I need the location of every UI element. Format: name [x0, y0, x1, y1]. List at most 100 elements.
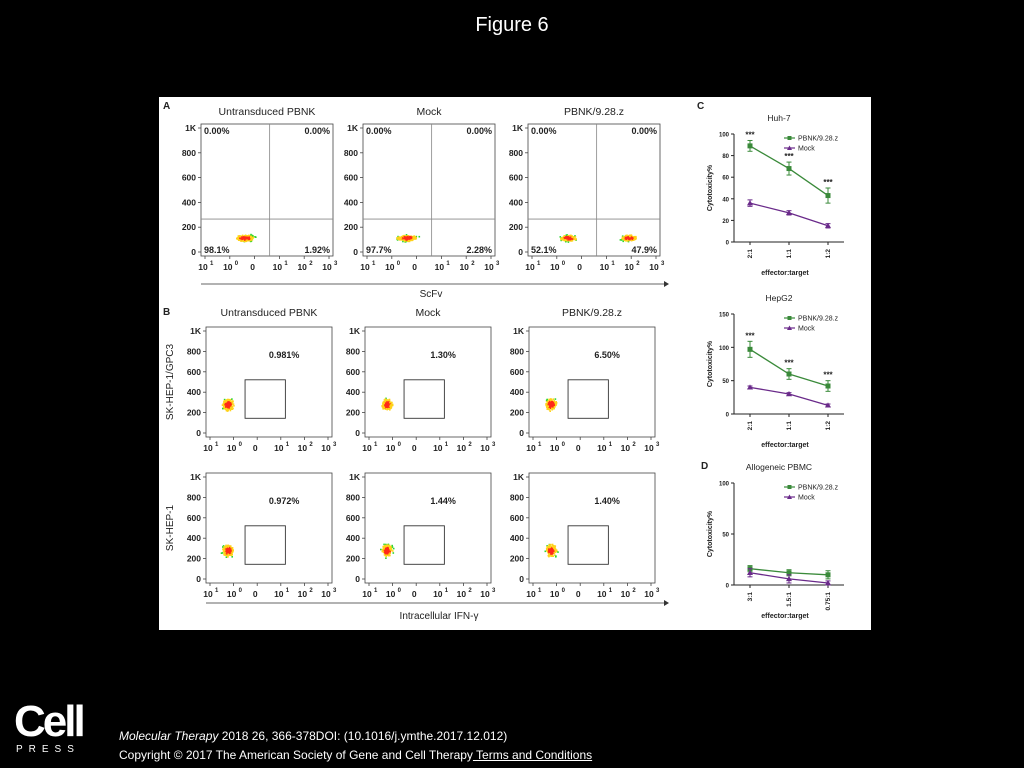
panel-a-plot-3-pos-dots [619, 234, 637, 243]
flow-event [384, 548, 386, 551]
flow-event [243, 239, 245, 241]
flow-event [400, 239, 402, 241]
flow-event [552, 405, 555, 407]
panel-a-plot-2-xtick-label: 10 [385, 262, 395, 272]
panel-a-plot-3-ytick-label: 800 [509, 148, 523, 158]
flow-event [547, 406, 549, 409]
flow-event [251, 236, 254, 239]
panel-b-plot-r1c3-xtick-label: 10 [644, 443, 654, 453]
flow-event [223, 546, 226, 549]
flow-event [225, 556, 228, 558]
chart-2-xtick-label: 1:1 [786, 421, 793, 431]
panel-a-plot-1-xtick-exponent: 3 [334, 261, 338, 267]
flow-event [565, 239, 568, 242]
flow-event [250, 233, 252, 236]
chart-2-ytick-label: 50 [722, 379, 729, 385]
flow-event [222, 407, 224, 410]
flow-event [623, 236, 626, 239]
flow-event [223, 549, 225, 552]
flow-event [399, 237, 401, 239]
flow-event [388, 408, 391, 410]
flow-event [226, 548, 228, 550]
flow-event [570, 234, 572, 237]
terms-and-conditions-link[interactable]: Terms and Conditions [472, 748, 593, 762]
panel-b-plot-r1c1-gate [244, 379, 286, 419]
panel-b-plot-r1c1-xtick-label: 10 [203, 443, 213, 453]
panel-a-plot-1-q-lower-left: 98.1% [204, 245, 230, 255]
flow-event [554, 545, 557, 547]
panel-b-plot-r2c1-xtick-label: 10 [321, 589, 331, 599]
flow-event [250, 238, 252, 240]
flow-event [383, 551, 386, 554]
flow-event [223, 407, 226, 410]
chart-2-xtick-label: 1:2 [825, 421, 832, 431]
flow-event [388, 398, 391, 401]
flow-event [385, 403, 387, 406]
chart-2-significance: *** [784, 359, 794, 368]
flow-event [387, 547, 390, 550]
panel-b-plot-r1c1-ytick-label: 0 [196, 428, 201, 438]
flow-event [412, 236, 414, 239]
flow-event [403, 239, 406, 242]
flow-event [391, 404, 394, 407]
flow-event [228, 545, 230, 547]
flow-event [223, 553, 225, 555]
flow-event [554, 398, 557, 400]
flow-event [554, 554, 556, 556]
flow-event [629, 235, 631, 238]
flow-event [387, 403, 390, 406]
panel-a-plot-3-q-upper-left: 0.00% [531, 126, 557, 136]
flow-event [405, 238, 408, 240]
flow-event [387, 401, 389, 403]
flow-event [221, 552, 224, 554]
flow-event [231, 556, 233, 558]
panel-b-plot-r1c3-frame [528, 326, 656, 438]
cell-press-logo: Cell PRESS [14, 700, 86, 756]
chart-3-series-2-point [825, 579, 831, 586]
flow-event [549, 407, 552, 409]
flow-event [548, 552, 551, 555]
flow-event [385, 408, 388, 410]
chart-3-series-1-point [786, 570, 792, 576]
panel-a-plot-2-title: Mock [416, 106, 442, 118]
panel-b-plot-r1c2-xtick-label: 10 [457, 443, 467, 453]
panel-b-plot-r2c1-xtick-exponent: 1 [215, 588, 219, 594]
chart-3-ytick-label: 100 [719, 482, 730, 488]
panel-b-plot-r2c1-frame [205, 472, 333, 584]
chart-1-significance: *** [823, 178, 833, 187]
panel-a-plot-2-xtick-label: 10 [484, 262, 494, 272]
flow-event [223, 400, 226, 402]
panel-b-plot-r2c3-xtick-label: 10 [644, 589, 654, 599]
flow-event [228, 405, 231, 408]
panel-b-plot-r2c1-ytick-label: 200 [187, 554, 201, 564]
flow-event [561, 238, 564, 240]
panel-a-plot-1-xtick-label: 10 [223, 262, 233, 272]
panel-b-plot-r1c1-ytick-label: 800 [187, 346, 201, 356]
flow-event [555, 401, 557, 403]
flow-event [226, 552, 229, 554]
chart-1-series-1-point [747, 143, 753, 149]
panel-a-plot-3-xtick-exponent: 1 [611, 261, 615, 267]
flow-event [383, 554, 386, 556]
flow-event [570, 240, 572, 242]
chart-3-legend-marker [787, 485, 792, 489]
panel-b-plot-r2c2-xtick-label: 10 [386, 589, 396, 599]
flow-event [222, 546, 224, 548]
flow-event [415, 235, 418, 238]
flow-event [392, 547, 395, 550]
flow-event [402, 239, 405, 241]
flow-event [381, 405, 383, 407]
flow-event [627, 236, 629, 238]
chart-2-series-1-point [786, 371, 792, 377]
flow-event [574, 236, 577, 238]
flow-event [227, 556, 229, 558]
flow-event [228, 403, 230, 405]
chart-3-xtick-label: 0.75:1 [825, 592, 832, 611]
panel-b-plot-r2c1-xtick-label: 10 [227, 589, 237, 599]
chart-3-xtick-label: 1.5:1 [786, 592, 793, 607]
chart-2-legend-marker [787, 316, 792, 320]
panel-a-plot-1-ytick-label: 1K [185, 123, 197, 133]
chart-2-ytick-label: 0 [726, 413, 730, 419]
flow-event [387, 544, 389, 547]
flow-event [388, 399, 391, 402]
